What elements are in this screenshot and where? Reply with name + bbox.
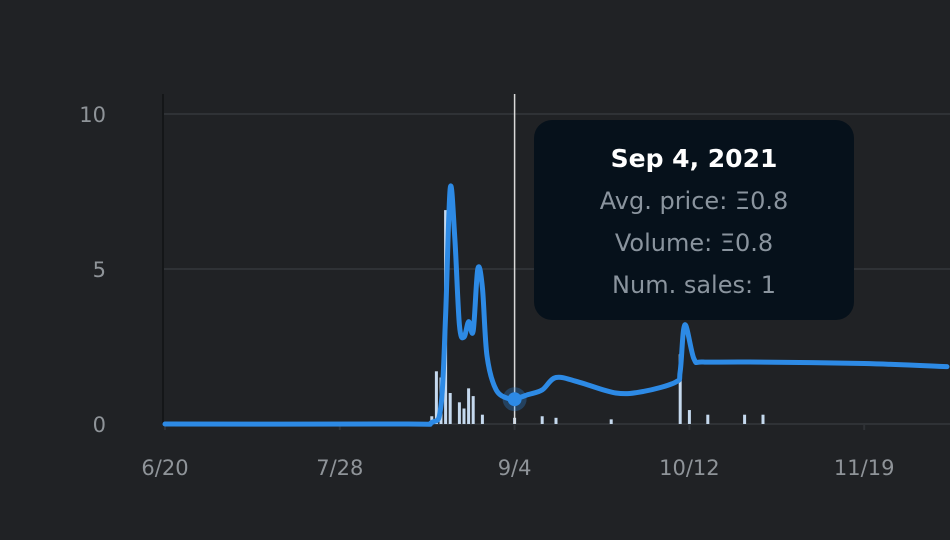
volume-bar — [480, 414, 484, 424]
volume-bar — [457, 402, 461, 424]
x-tick-label: 10/12 — [659, 456, 720, 480]
volume-bar — [540, 416, 544, 424]
volume-bar — [471, 396, 475, 424]
y-tick-label: 5 — [93, 258, 106, 282]
tooltip-num-sales: Num. sales: 1 — [612, 271, 776, 299]
volume-bar — [434, 371, 438, 424]
tooltip-date: Sep 4, 2021 — [610, 144, 778, 173]
x-tick-label: 6/20 — [141, 456, 188, 480]
price-line — [162, 183, 950, 427]
volume-bar — [678, 354, 682, 424]
chart-tooltip: Sep 4, 2021 Avg. price: Ξ0.8 Volume: Ξ0.… — [534, 120, 854, 320]
volume-bar — [609, 419, 613, 424]
x-tick-label: 7/28 — [316, 456, 363, 480]
y-tick-label: 0 — [93, 413, 106, 437]
x-tick-label: 9/4 — [498, 456, 532, 480]
volume-bar — [462, 408, 466, 424]
volume-bar — [743, 414, 747, 424]
x-tick-label: 11/19 — [834, 456, 895, 480]
tooltip-avg-price: Avg. price: Ξ0.8 — [599, 187, 789, 215]
tooltip-volume: Volume: Ξ0.8 — [614, 229, 774, 257]
volume-bar — [467, 388, 471, 424]
y-tick-label: 10 — [79, 103, 106, 127]
volume-bar — [706, 414, 710, 424]
volume-bar — [554, 417, 558, 424]
volume-bar — [761, 414, 765, 424]
volume-bar — [687, 410, 691, 424]
volume-bar — [448, 393, 452, 424]
highlight-point — [507, 392, 522, 407]
